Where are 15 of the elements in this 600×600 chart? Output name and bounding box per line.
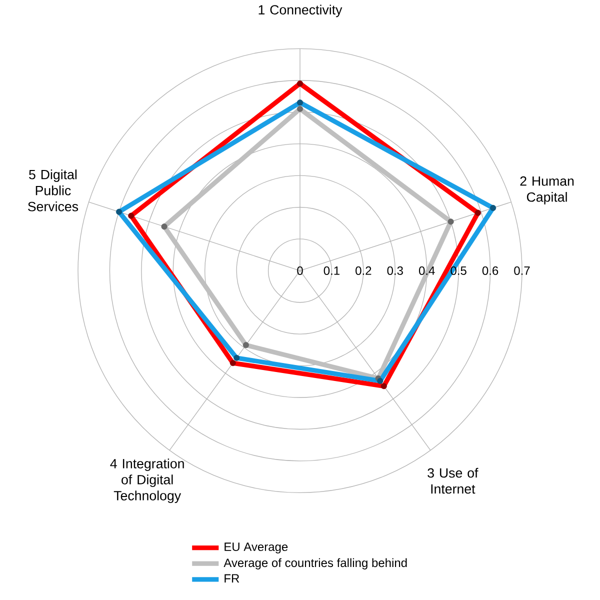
spoke-label: 2 Human Capital — [520, 176, 574, 204]
spoke-label: 3 Use of Internet — [428, 468, 478, 494]
y-tick-label: 0.1 — [324, 266, 340, 275]
spoke-label: 5 Digital Public Services — [28, 170, 78, 212]
spoke-label: 1 Connectivity — [258, 4, 342, 18]
y-tick-label: 0.7 — [514, 266, 530, 275]
y-tick-label: 0.4 — [418, 266, 435, 275]
spoke-label: 4 Integration of Digital Technology — [110, 458, 184, 504]
legend-label: FR — [224, 574, 240, 583]
y-tick-label: 0.2 — [356, 266, 372, 275]
y-tick-label: 0 — [297, 266, 303, 275]
legend-label: EU Average — [224, 542, 288, 554]
legend-label: Average of countries falling behind — [224, 558, 407, 570]
y-tick-label: 0.3 — [387, 266, 403, 275]
y-tick-label: 0.6 — [482, 266, 498, 275]
